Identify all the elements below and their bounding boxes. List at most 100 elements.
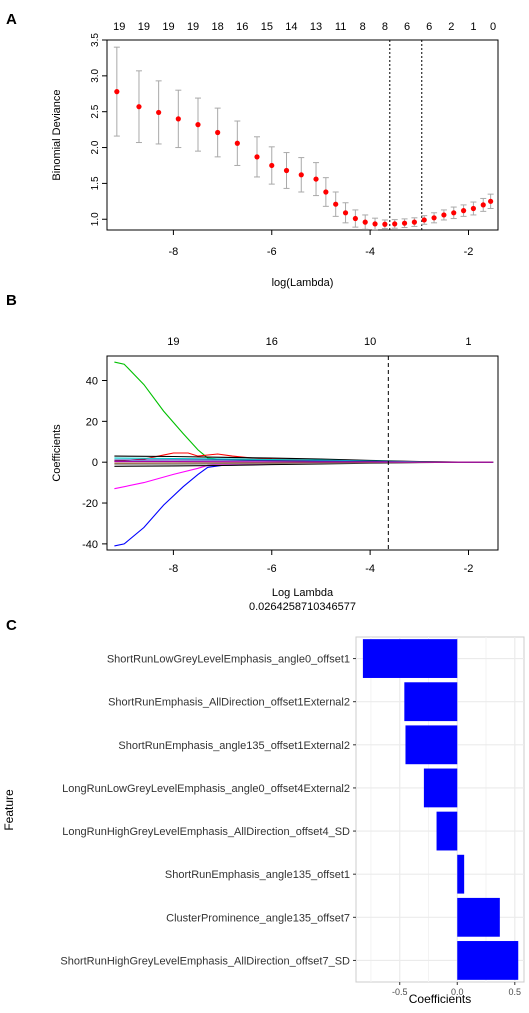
deviance-point bbox=[254, 154, 260, 160]
deviance-point bbox=[269, 162, 275, 169]
deviance-point bbox=[488, 198, 494, 204]
top-axis-label: 19 bbox=[113, 21, 125, 33]
deviance-point bbox=[480, 202, 486, 208]
feature-label: ShortRunEmphasis_angle135_offset1 bbox=[165, 869, 350, 881]
top-axis-label: 19 bbox=[138, 21, 150, 33]
top-axis-label: 15 bbox=[261, 21, 273, 33]
x-tick-label: -4 bbox=[365, 246, 375, 258]
top-axis-label: 1 bbox=[465, 336, 471, 348]
top-axis-label: 6 bbox=[426, 21, 432, 33]
deviance-point bbox=[372, 221, 378, 227]
deviance-point bbox=[431, 215, 437, 221]
coefficient-bar bbox=[457, 941, 519, 980]
coefficient-bar bbox=[362, 639, 458, 678]
x-tick-label: 0.0 bbox=[451, 987, 464, 997]
panel-label-b: B bbox=[6, 292, 17, 309]
y-tick-label: -40 bbox=[82, 539, 98, 551]
top-axis-label: 13 bbox=[310, 21, 322, 33]
y-tick-label: 40 bbox=[86, 376, 98, 388]
top-axis-label: 6 bbox=[404, 21, 410, 33]
deviance-point bbox=[195, 122, 201, 128]
panel-b-coefficient-path-chart: 19 16 10 1 -8 -6 -4 -2 -40 -20 0 20 40 Log Lambda 0.02… bbox=[51, 336, 499, 613]
x-tick-label: -8 bbox=[169, 246, 179, 258]
top-axis-label: 16 bbox=[236, 21, 248, 33]
top-axis-label: 19 bbox=[167, 336, 179, 348]
deviance-point bbox=[156, 109, 162, 116]
deviance-point bbox=[323, 189, 329, 195]
panel-c-coefficient-bar-chart: ShortRunLowGreyLevelEmphasis_angle0_offs… bbox=[2, 636, 525, 1006]
deviance-point bbox=[333, 201, 339, 207]
top-axis-label: 11 bbox=[335, 21, 346, 33]
y-tick-label: 2.5 bbox=[90, 104, 101, 118]
feature-label: ShortRunEmphasis_AllDirection_offset1Ext… bbox=[108, 697, 350, 709]
top-axis-label: 2 bbox=[448, 21, 454, 33]
feature-label: LongRunHighGreyLevelEmphasis_AllDirectio… bbox=[62, 826, 350, 838]
deviance-point bbox=[470, 205, 477, 212]
feature-label: ShortRunLowGreyLevelEmphasis_angle0_offs… bbox=[107, 654, 350, 666]
lambda-value-annotation: 0.0264258710346577 bbox=[249, 601, 356, 613]
y-tick-label: 3.5 bbox=[90, 33, 101, 47]
y-tick-label: 1.0 bbox=[90, 212, 101, 226]
coefficient-bar bbox=[405, 725, 458, 765]
coefficient-path-line bbox=[114, 361, 494, 463]
plot-frame bbox=[106, 355, 499, 551]
deviance-point bbox=[136, 104, 142, 110]
feature-label: ShortRunHighGreyLevelEmphasis_AllDirecti… bbox=[60, 955, 350, 967]
feature-label: ClusterProminence_angle135_offset7 bbox=[166, 912, 350, 924]
deviance-point bbox=[298, 172, 304, 178]
y-tick-label: 2.0 bbox=[90, 140, 101, 154]
top-axis-label: 14 bbox=[285, 21, 297, 33]
feature-label: ShortRunEmphasis_angle135_offset1Externa… bbox=[118, 740, 350, 752]
panel-a-cv-deviance-chart: 19 19 19 19 18 16 15 14 13 11 8 8 6 6 2 1 0 -8 -6 -4 -2 1.0 1.… bbox=[51, 21, 499, 289]
panel-label-c: C bbox=[6, 617, 17, 634]
coefficient-bar bbox=[404, 682, 458, 722]
x-tick-label: -4 bbox=[365, 563, 375, 575]
x-tick-label: -6 bbox=[267, 246, 277, 258]
x-tick-label: 0.5 bbox=[509, 987, 522, 997]
top-axis-label: 0 bbox=[490, 21, 496, 33]
feature-label: LongRunLowGreyLevelEmphasis_angle0_offse… bbox=[62, 783, 350, 795]
deviance-point bbox=[411, 219, 417, 225]
x-tick-label: -2 bbox=[464, 246, 474, 258]
y-tick-label: 0 bbox=[92, 457, 98, 469]
deviance-point bbox=[451, 210, 457, 216]
x-tick-label: -2 bbox=[464, 563, 474, 575]
top-axis-label: 19 bbox=[162, 21, 174, 33]
x-axis-label: log(Lambda) bbox=[272, 277, 334, 289]
deviance-point bbox=[382, 221, 388, 227]
deviance-point bbox=[215, 129, 221, 136]
x-tick-label: -8 bbox=[169, 563, 179, 575]
coefficient-bar bbox=[457, 854, 465, 894]
x-axis-label: Log Lambda bbox=[272, 587, 334, 599]
x-tick-label: -0.5 bbox=[392, 987, 408, 997]
deviance-point bbox=[175, 116, 181, 122]
deviance-point bbox=[342, 210, 349, 216]
deviance-point bbox=[283, 167, 290, 174]
deviance-point bbox=[352, 215, 358, 222]
deviance-point bbox=[441, 212, 447, 218]
coefficient-path-line bbox=[114, 461, 494, 463]
y-axis-label: Feature bbox=[2, 789, 16, 831]
top-axis-label: 18 bbox=[212, 21, 224, 33]
deviance-point bbox=[421, 217, 427, 223]
panel-label-a: A bbox=[6, 11, 17, 28]
coefficient-bar bbox=[423, 768, 458, 808]
top-axis-label: 19 bbox=[187, 21, 199, 33]
y-tick-label: 20 bbox=[86, 416, 98, 428]
top-axis-label: 8 bbox=[360, 21, 366, 33]
y-tick-label: 1.5 bbox=[90, 176, 101, 190]
top-axis-label: 10 bbox=[364, 336, 376, 348]
x-axis-label: Coefficients bbox=[409, 992, 471, 1006]
deviance-point bbox=[362, 219, 368, 225]
deviance-point bbox=[460, 208, 467, 214]
coefficient-bar bbox=[457, 897, 500, 937]
deviance-point bbox=[401, 220, 408, 226]
coefficient-bar bbox=[436, 811, 458, 851]
y-tick-label: 3.0 bbox=[90, 68, 101, 82]
top-axis-label: 1 bbox=[470, 21, 476, 33]
top-axis-label: 8 bbox=[382, 21, 388, 33]
y-tick-label: -20 bbox=[82, 498, 98, 510]
deviance-point bbox=[114, 89, 120, 95]
